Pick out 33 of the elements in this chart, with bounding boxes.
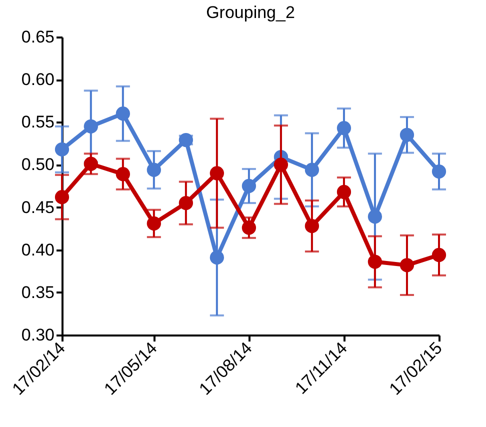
y-tick-label: 0.50 [21, 155, 54, 174]
y-tick-label: 0.45 [21, 198, 54, 217]
y-tick-label: 0.65 [21, 28, 54, 46]
point [210, 166, 224, 180]
point [84, 119, 98, 134]
chart-title: Grouping_2 [206, 3, 295, 22]
point [304, 162, 320, 177]
point [54, 142, 70, 156]
y-tick-label: 0.55 [21, 112, 54, 132]
point [432, 164, 446, 179]
point [336, 121, 352, 136]
point [178, 196, 194, 210]
point [84, 156, 98, 171]
point [400, 128, 414, 142]
point [242, 220, 256, 235]
y-tick-label: 0.60 [21, 70, 54, 90]
point [304, 218, 320, 234]
y-tick-label: 0.40 [21, 240, 54, 260]
y-tick-label: 0.30 [21, 326, 54, 344]
point [146, 216, 161, 231]
point [242, 178, 256, 194]
point [54, 190, 70, 204]
point [400, 258, 414, 272]
point [274, 158, 288, 172]
point [336, 184, 352, 200]
point [210, 250, 224, 265]
point [368, 210, 382, 224]
point [146, 162, 161, 177]
point [116, 106, 130, 121]
y-tick-label: 0.35 [21, 282, 54, 302]
point [116, 167, 130, 182]
point [432, 248, 446, 262]
point [368, 254, 382, 269]
